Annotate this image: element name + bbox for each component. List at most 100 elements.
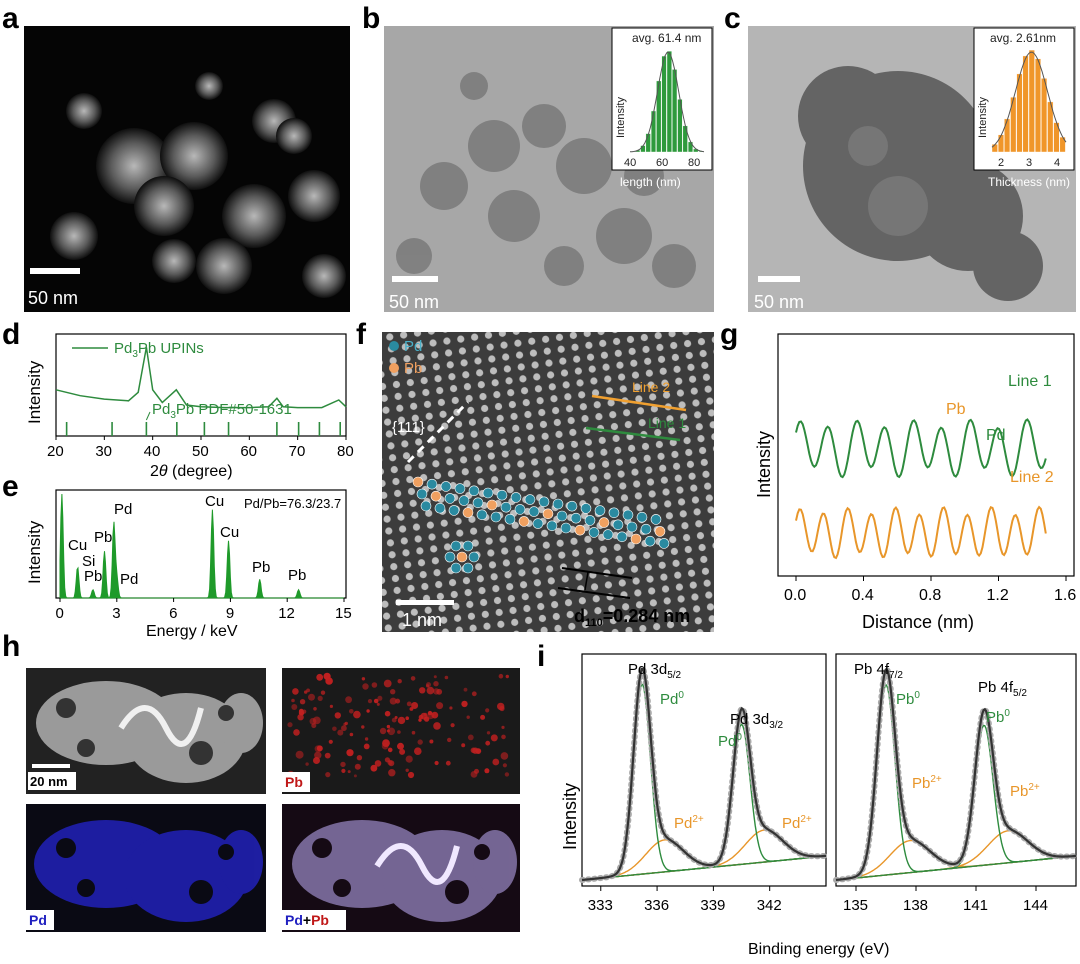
xps-pd2-right: Pd2+ xyxy=(782,814,812,832)
xps-tick-label: 342 xyxy=(757,897,782,914)
pb-signal-dot xyxy=(447,737,452,743)
pb-atom xyxy=(412,476,424,488)
pb-signal-dot xyxy=(328,739,333,744)
pb-signal-dot xyxy=(292,688,299,695)
profile-tick-label: 1.6 xyxy=(1054,587,1076,604)
tem-image-c: 50 nm avg. 2.61nm Intensity 2 3 4 Thickn… xyxy=(748,26,1076,312)
pb-signal-dot xyxy=(341,768,346,773)
pb-signal-dot xyxy=(379,727,387,735)
xrd-tick-label: 60 xyxy=(240,443,257,460)
pb-signal-dot xyxy=(390,689,396,695)
panel-letter-e: e xyxy=(2,470,19,503)
tem-image-b: 50 nm avg. 61.4 nm Intensity 40 60 80 le… xyxy=(384,26,714,312)
pd-atom xyxy=(510,492,522,503)
pd-atom xyxy=(468,485,480,497)
inset-ylabel-c: Intensity xyxy=(977,97,989,138)
pb-signal-dot xyxy=(466,715,470,719)
pd-atom xyxy=(546,520,558,532)
pd-atom xyxy=(580,503,592,514)
profile-ylabel: Intensity xyxy=(754,431,774,498)
pb-signal-dot xyxy=(414,747,422,755)
inset-tick-c-1: 3 xyxy=(1026,157,1032,169)
pb-signal-dot xyxy=(363,743,370,750)
pb-signal-dot xyxy=(353,774,357,778)
pb-signal-dot xyxy=(297,714,304,721)
pd-atom xyxy=(440,481,452,492)
profile-xlabel: Distance (nm) xyxy=(862,612,974,632)
pd-atom xyxy=(640,523,652,535)
scale-label-c: 50 nm xyxy=(754,292,804,312)
xrd-ylabel: Intensity xyxy=(25,360,44,424)
pd-atom xyxy=(658,538,670,549)
pb-signal-dot xyxy=(323,672,331,680)
xps-chart: Intensity Pd 3d5/2 Pd0 Pd 3d3/2 Pd0 Pd2+… xyxy=(560,653,1079,958)
xps-pb2-left: Pb2+ xyxy=(912,774,942,792)
pb-signal-dot xyxy=(484,768,490,774)
pb-signal-dot xyxy=(387,747,393,753)
pb-atom xyxy=(542,508,554,520)
pb-signal-dot xyxy=(293,729,300,736)
panel-letter-d: d xyxy=(2,318,21,351)
pb-atom xyxy=(486,499,498,511)
eds-ratio: Pd/Pb=76.3/23.7 xyxy=(244,496,341,511)
pb-atom-legend-icon xyxy=(389,363,399,373)
pb-signal-dot xyxy=(316,745,323,752)
xps-raw-points xyxy=(833,664,1079,883)
hist-bar xyxy=(1016,73,1023,153)
pb-signal-dot xyxy=(291,704,298,710)
xrd-legend: Pd3Pb UPINs xyxy=(114,340,204,360)
pb-signal-dot xyxy=(397,679,402,684)
pb-signal-dot xyxy=(433,681,439,687)
line1-marker xyxy=(585,426,681,442)
pb-atom xyxy=(518,516,530,527)
pd-atom xyxy=(626,521,638,533)
pb-signal-dot xyxy=(304,690,308,694)
pb-signal-dot xyxy=(474,768,479,774)
profile-tick-label: 0.0 xyxy=(784,587,806,604)
pb-signal-dot xyxy=(417,739,423,745)
pb-atom xyxy=(456,551,468,563)
eds-xlabel: Energy / keV xyxy=(146,623,238,640)
pb-signal-dot xyxy=(426,686,435,695)
pb-signal-dot xyxy=(406,701,412,707)
pb-signal-dot xyxy=(356,755,363,761)
xps-pd0-left: Pd0 xyxy=(660,690,684,708)
pb-signal-dot xyxy=(418,718,422,722)
xps-pb72-label: Pb 4f7/2 xyxy=(854,661,903,681)
hist-bar xyxy=(1022,55,1029,153)
pb-signal-dot xyxy=(308,693,315,701)
pd-atom-legend-icon xyxy=(389,341,399,351)
line2-marker xyxy=(591,394,687,412)
pd-atom xyxy=(462,540,474,552)
pb-signal-dot xyxy=(486,731,491,735)
xps-tick-label: 336 xyxy=(644,897,669,914)
pd-atom xyxy=(426,478,438,490)
pb-signal-dot xyxy=(362,683,369,690)
pb-signal-dot xyxy=(332,726,337,732)
pd-atom xyxy=(532,518,544,529)
xps-tick-label: 339 xyxy=(700,897,725,914)
pb-signal-dot xyxy=(299,699,306,705)
pb-signal-dot xyxy=(405,716,409,720)
xrd-tick-label: 20 xyxy=(47,443,64,460)
eds-label-pb1: Pb xyxy=(84,568,102,585)
pb-signal-dot xyxy=(349,732,354,737)
xps-pd2-left: Pd2+ xyxy=(674,814,704,832)
xps-ylabel: Intensity xyxy=(560,783,580,850)
eds-tick-label: 3 xyxy=(112,605,120,622)
profile-tick-label: 1.2 xyxy=(987,587,1009,604)
xrd-xlabel: 2θ (degree) xyxy=(150,463,233,480)
pb-signal-dot xyxy=(405,768,409,772)
pb-signal-dot xyxy=(381,742,389,750)
plane-dashed-line xyxy=(406,400,470,464)
pb-atom xyxy=(462,507,474,518)
pb-signal-dot xyxy=(497,702,505,711)
pb-signal-dot xyxy=(373,698,379,704)
pd-atom xyxy=(538,496,550,508)
profile-frame xyxy=(777,333,1075,577)
hrtem-image-f: Pd Pb {111} Line 2 Line 1 1 nm d110=0.28… xyxy=(382,332,714,632)
pb-signal-dot xyxy=(334,712,341,719)
overlay-map-label: Pd+Pb xyxy=(285,912,329,928)
pd-atom xyxy=(650,514,662,525)
inset-tick-b-0: 40 xyxy=(624,157,636,169)
